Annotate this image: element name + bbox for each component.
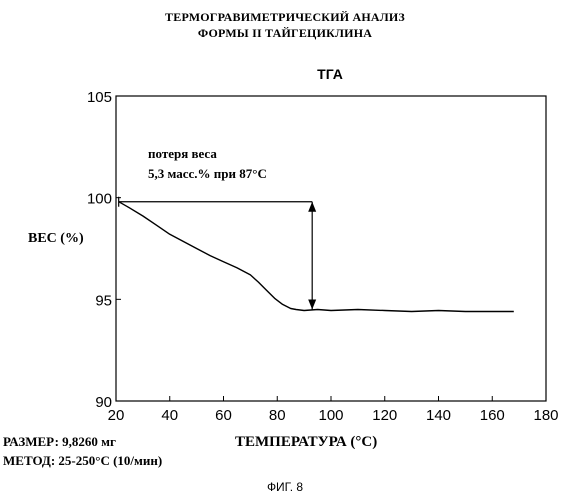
annotation-arrow-head-top [308, 201, 317, 212]
x-tick-label: 80 [269, 407, 286, 424]
y-tick-label: 105 [87, 89, 112, 106]
x-tick-label: 100 [318, 407, 343, 424]
method-note: МЕТОД: 25-250°С (10/мин) [3, 453, 163, 468]
x-tick-label: 120 [372, 407, 397, 424]
sample-size-note: РАЗМЕР: 9,8260 мг [3, 434, 116, 449]
y-tick-label: 90 [95, 394, 112, 411]
x-axis-label: ТЕМПЕРАТУРА (°С) [235, 434, 378, 450]
page-title-line2: ФОРМЫ II ТАЙГЕЦИКЛИНА [197, 26, 373, 40]
annotation-weight-loss-value: 5,3 масс.% при 87°С [148, 166, 267, 181]
annotation-arrow-head-bottom [308, 299, 317, 310]
figure-caption: ФИГ. 8 [266, 480, 304, 494]
tga-curve [118, 201, 514, 313]
tga-chart: 20 40 60 80 100 120 140 160 180 90 95 100 105 [87, 89, 559, 424]
y-tick-label: 95 [95, 292, 112, 309]
x-tick-label: 160 [480, 407, 505, 424]
y-axis-label: ВЕС (%) [28, 231, 84, 246]
chart-title: ТГА [317, 66, 343, 82]
plot-frame [115, 95, 547, 402]
x-tick-label: 180 [533, 407, 558, 424]
x-tick-label: 140 [426, 407, 451, 424]
x-tick-label: 60 [215, 407, 232, 424]
weight-loss-annotation [118, 196, 317, 310]
series-layer [118, 201, 514, 313]
x-tick-label: 20 [108, 407, 125, 424]
y-tick-label: 100 [87, 191, 112, 208]
page-title-line1: ТЕРМОГРАВИМЕТРИЧЕСКИЙ АНАЛИЗ [165, 10, 405, 24]
annotation-weight-loss-label: потеря веса [148, 146, 217, 161]
axis-ticks: 20 40 60 80 100 120 140 160 180 90 95 100 105 [87, 89, 559, 424]
x-tick-label: 40 [161, 407, 178, 424]
